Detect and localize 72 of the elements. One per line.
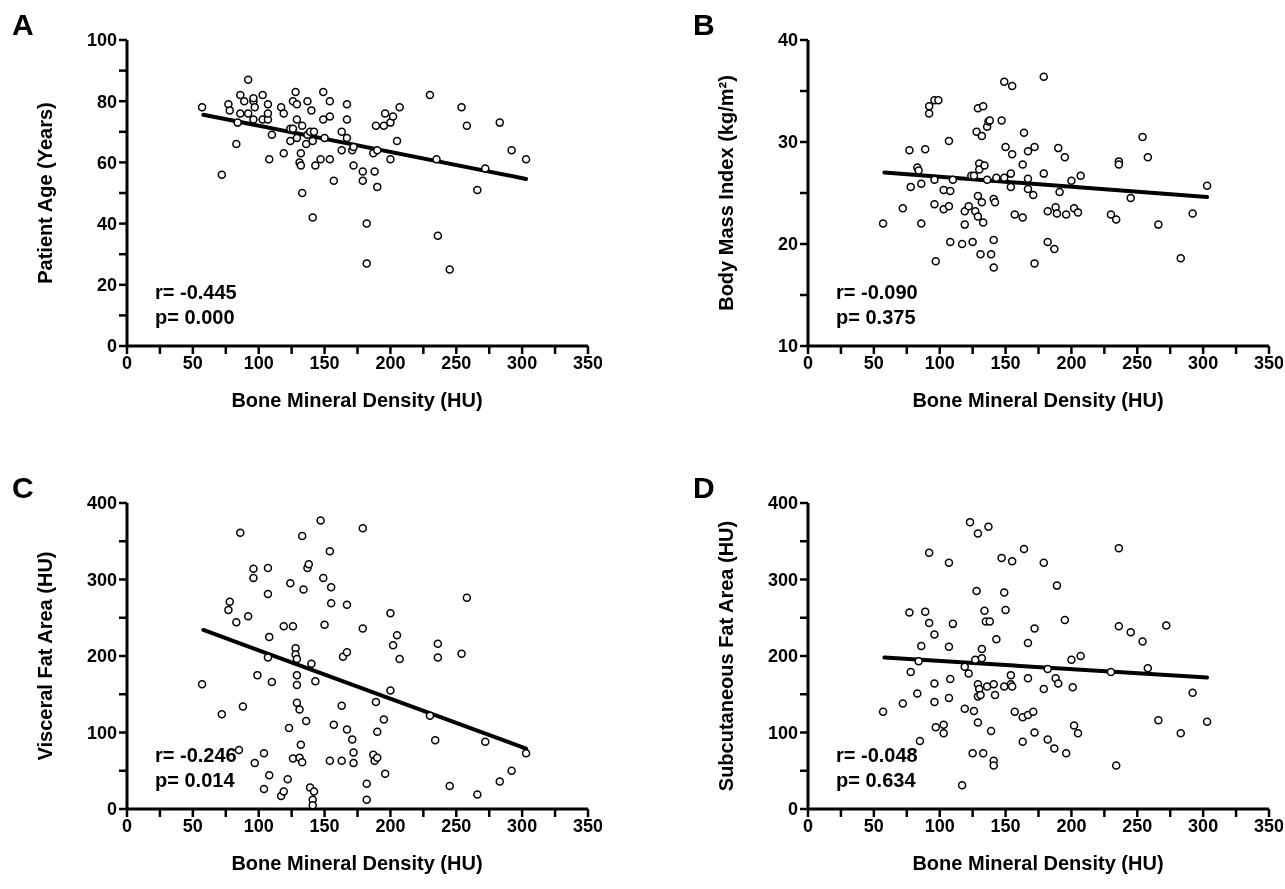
x-tick-label: 200 [1056, 352, 1087, 373]
x-tick-label: 0 [121, 352, 133, 373]
chart-title: C [12, 471, 34, 505]
y-tick-label: 200 [86, 646, 117, 667]
x-tick-label: 150 [990, 352, 1021, 373]
x-tick-label: 50 [182, 815, 203, 836]
annotation: r= -0.445 [155, 280, 237, 305]
chart-title: B [693, 8, 715, 42]
y-tick-label: 300 [86, 569, 117, 590]
y-tick-label: 100 [767, 722, 798, 743]
y-axis-title: Patient Age (Years) [33, 102, 57, 284]
y-tick-label: 30 [777, 132, 798, 153]
y-tick-label: 0 [106, 336, 117, 357]
y-axis-title: Body Mass Index (kg/m²) [714, 75, 738, 311]
x-tick-label: 50 [182, 352, 203, 373]
x-tick-label: 250 [441, 352, 472, 373]
y-tick-label: 400 [86, 493, 117, 514]
y-tick-label: 20 [96, 275, 117, 296]
x-axis-title: Bone Mineral Density (HU) [231, 388, 483, 412]
x-tick-label: 100 [924, 815, 955, 836]
x-tick-label: 200 [375, 815, 406, 836]
x-tick-label: 150 [309, 352, 340, 373]
y-tick-label: 40 [777, 30, 798, 51]
x-axis-title: Bone Mineral Density (HU) [912, 851, 1164, 875]
annotation: r= -0.246 [155, 743, 237, 768]
x-tick-label: 250 [1122, 352, 1153, 373]
x-tick-label: 300 [1188, 352, 1219, 373]
y-tick-label: 80 [96, 91, 117, 112]
y-axis-title: Subcutaneous Fat Area (HU) [714, 520, 738, 792]
x-tick-label: 100 [243, 815, 274, 836]
x-tick-label: 200 [375, 352, 406, 373]
y-tick-label: 20 [777, 234, 798, 255]
x-tick-label: 100 [243, 352, 274, 373]
x-tick-label: 300 [1188, 815, 1219, 836]
x-axis-title: Bone Mineral Density (HU) [231, 851, 483, 875]
y-tick-label: 400 [767, 493, 798, 514]
y-axis-title: Visceral Fat Area (HU) [33, 551, 57, 761]
annotation: r= -0.048 [836, 743, 918, 768]
x-tick-label: 100 [924, 352, 955, 373]
y-tick-label: 0 [106, 799, 117, 820]
x-tick-label: 350 [572, 352, 604, 373]
y-tick-label: 0 [787, 799, 798, 820]
annotation: p= 0.000 [155, 305, 236, 330]
annotation: p= 0.014 [155, 768, 236, 793]
chart-title: A [12, 8, 34, 42]
chart-title: D [693, 471, 715, 505]
y-tick-label: 200 [767, 646, 798, 667]
x-tick-label: 50 [863, 815, 884, 836]
x-tick-label: 0 [121, 815, 133, 836]
x-tick-label: 350 [572, 815, 604, 836]
y-tick-label: 10 [777, 336, 798, 357]
x-tick-label: 250 [441, 815, 472, 836]
x-axis-title: Bone Mineral Density (HU) [912, 388, 1164, 412]
annotation: p= 0.375 [836, 305, 917, 330]
x-tick-label: 300 [507, 352, 538, 373]
x-tick-label: 0 [802, 815, 814, 836]
x-tick-label: 300 [507, 815, 538, 836]
annotation: r= -0.090 [836, 280, 918, 305]
x-tick-label: 200 [1056, 815, 1087, 836]
x-tick-label: 50 [863, 352, 884, 373]
y-tick-label: 300 [767, 569, 798, 590]
x-tick-label: 350 [1253, 352, 1285, 373]
y-tick-label: 40 [96, 213, 117, 234]
y-tick-label: 60 [96, 152, 117, 173]
y-tick-label: 100 [86, 722, 117, 743]
annotation: p= 0.634 [836, 768, 917, 793]
x-tick-label: 350 [1253, 815, 1285, 836]
y-tick-label: 100 [86, 30, 117, 51]
x-tick-label: 0 [802, 352, 814, 373]
x-tick-label: 150 [990, 815, 1021, 836]
x-tick-label: 150 [309, 815, 340, 836]
x-tick-label: 250 [1122, 815, 1153, 836]
